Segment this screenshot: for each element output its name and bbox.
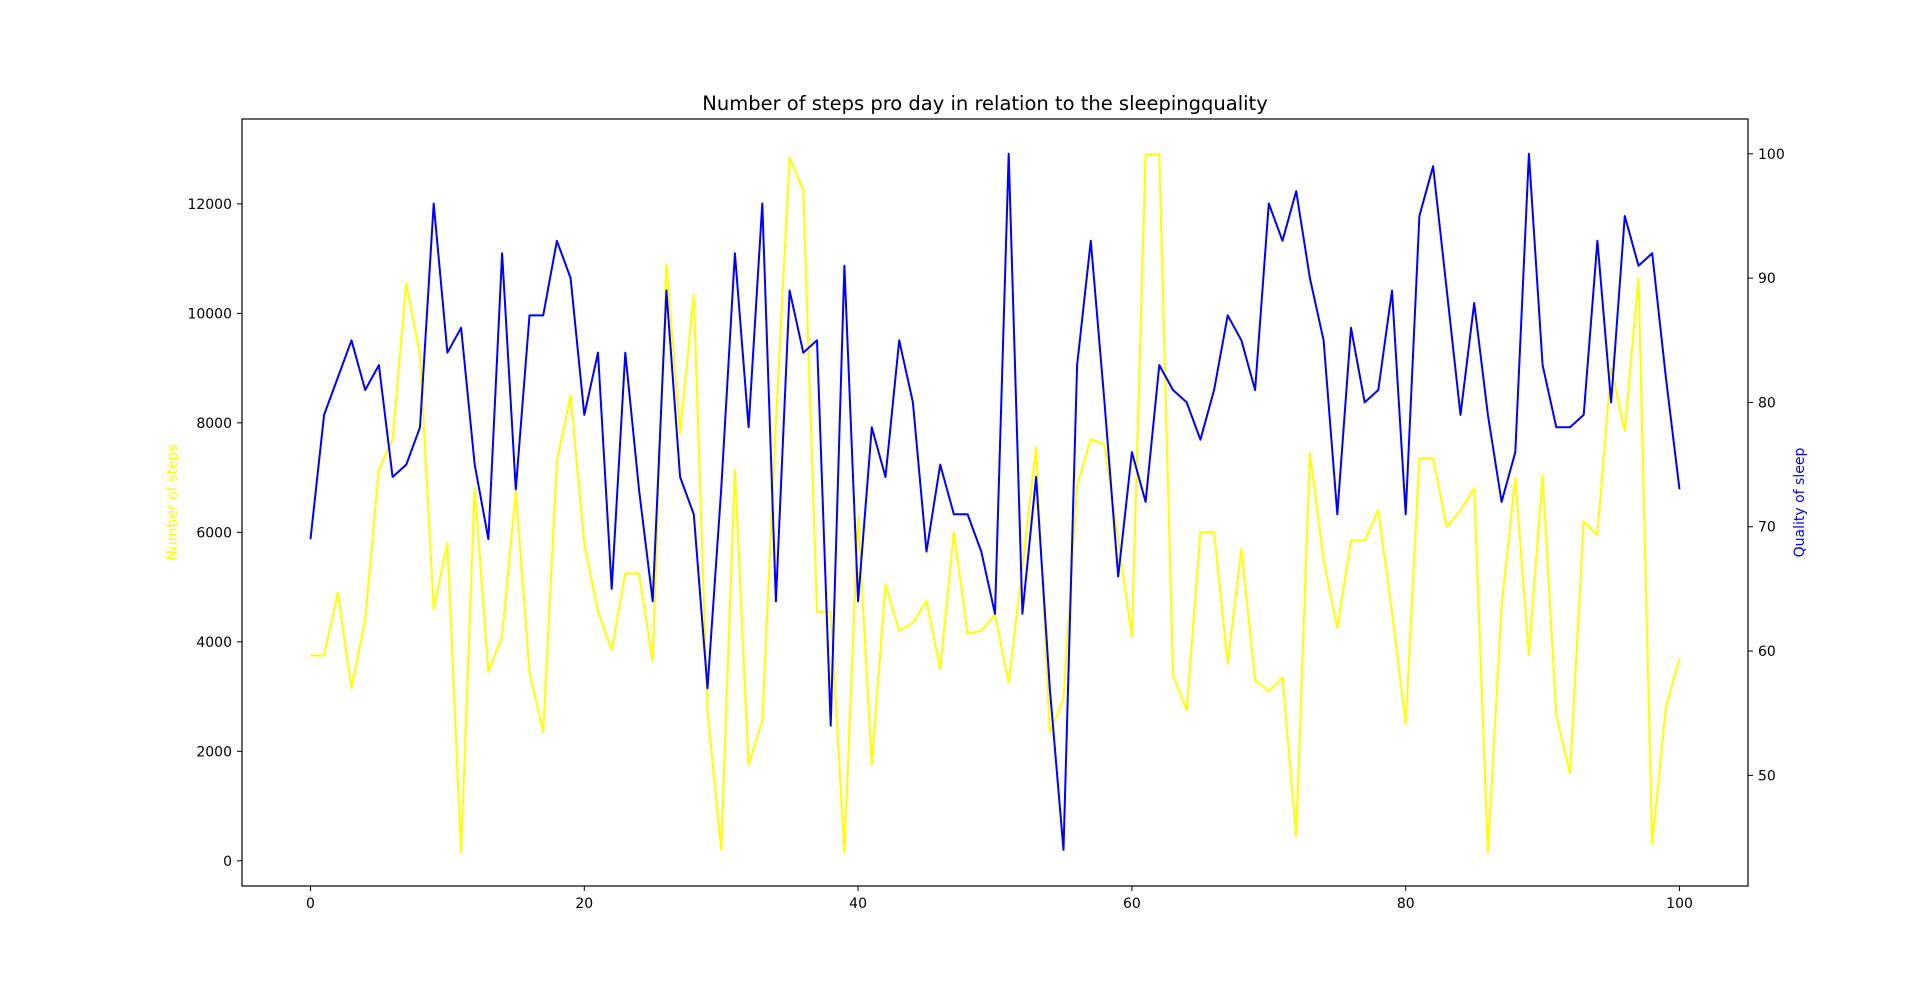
y-axis-right: 50 60 70 80 90 100: [1748, 147, 1785, 784]
x-tick-label: 80: [1397, 896, 1415, 912]
y-left-tick-label: 2000: [196, 744, 232, 760]
x-tick-label: 60: [1123, 896, 1141, 912]
x-axis: 0 20 40 60 80 100: [306, 886, 1693, 912]
chart-title: Number of steps pro day in relation to t…: [702, 92, 1268, 115]
y-right-tick-label: 70: [1758, 520, 1776, 536]
y-left-tick-label: 6000: [196, 525, 232, 541]
y-axis-left-label: Number of steps: [165, 444, 181, 560]
y-left-tick-label: 10000: [187, 306, 232, 322]
y-left-tick-label: 0: [223, 854, 232, 870]
plot-area: [241, 118, 1749, 887]
x-tick-label: 0: [306, 896, 315, 912]
x-tick-label: 100: [1666, 896, 1693, 912]
y-right-tick-label: 90: [1758, 271, 1776, 287]
x-tick-label: 40: [849, 896, 867, 912]
y-axis-left: 0 2000 4000 6000 8000 10000 12000: [187, 197, 242, 870]
series-line-sleep-quality: [309, 152, 1681, 851]
y-left-tick-label: 4000: [196, 635, 232, 651]
y-right-tick-label: 50: [1758, 768, 1776, 784]
y-axis-right-label: Quality of sleep: [1792, 448, 1808, 558]
series-line-steps: [310, 153, 1681, 854]
y-left-tick-label: 12000: [187, 197, 232, 213]
y-left-tick-label: 8000: [196, 416, 232, 432]
y-right-tick-label: 100: [1758, 147, 1785, 163]
x-tick-label: 20: [575, 896, 593, 912]
y-right-tick-label: 80: [1758, 395, 1776, 411]
plot-frame: [241, 118, 1749, 887]
y-right-tick-label: 60: [1758, 644, 1776, 660]
